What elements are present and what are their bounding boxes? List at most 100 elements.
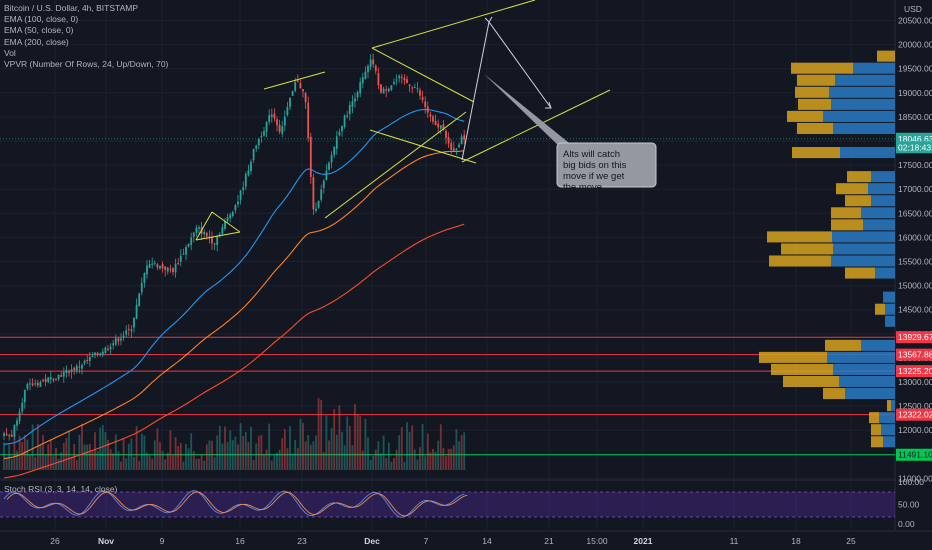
candle-body: [299, 83, 302, 89]
candle-body: [42, 380, 44, 382]
candle-body: [234, 205, 237, 211]
volume-bar: [226, 442, 229, 470]
vp-bar-up: [871, 436, 883, 448]
vp-bar-up: [847, 171, 871, 183]
price-label-bg: [896, 448, 932, 461]
candle-body: [239, 190, 242, 200]
candle-body: [348, 105, 351, 115]
volume-bar: [328, 440, 330, 470]
candle-body: [265, 121, 268, 133]
volume-bar: [398, 435, 401, 470]
candle-body: [44, 378, 47, 382]
candle-body: [8, 435, 11, 437]
candle-body: [447, 137, 450, 144]
vp-bar-up: [769, 255, 831, 267]
price-tick-label: 19500.00: [898, 64, 932, 74]
volume-bar: [198, 458, 200, 470]
candle-body: [263, 131, 265, 136]
candle-body: [60, 375, 63, 377]
volume-bar: [153, 440, 156, 470]
vp-bar-up: [845, 195, 871, 207]
volume-bar: [151, 458, 154, 470]
volume-bar: [377, 441, 380, 470]
candle-body: [117, 338, 120, 342]
candle-body: [10, 434, 13, 437]
volume-bar: [296, 447, 299, 470]
price-label-bg: [896, 331, 932, 344]
vp-bar-up: [791, 62, 853, 74]
stoch-rsi-legend[interactable]: Stoch RSI (3, 3, 14, 14, close): [4, 484, 118, 494]
flag-upper: [371, 47, 475, 103]
candle-body: [3, 433, 5, 436]
volume-bar: [112, 453, 115, 470]
candle-body: [83, 360, 86, 364]
vp-bar-up: [795, 86, 829, 98]
legend-ema-200[interactable]: EMA (200, close): [4, 36, 69, 47]
candle-body: [242, 187, 245, 191]
volume-bars: [3, 398, 466, 470]
volume-bar: [309, 444, 312, 470]
candle-body: [354, 98, 356, 102]
legend-ema-100[interactable]: EMA (100, close, 0): [4, 14, 79, 25]
volume-bar: [185, 443, 187, 470]
vp-bar-down: [845, 388, 895, 400]
volume-bar: [164, 459, 167, 470]
stoch-rsi-pane: [0, 490, 895, 518]
candle-body: [325, 170, 328, 180]
volume-bar: [16, 450, 18, 470]
volume-bar: [34, 457, 37, 470]
volume-bar: [367, 437, 369, 470]
price-tick-label: 12000.00: [898, 425, 932, 435]
volume-bar: [81, 423, 83, 470]
candle-body: [16, 420, 18, 426]
vp-bar-down: [833, 243, 895, 255]
candle-body: [101, 351, 104, 355]
time-tick-label: 2021: [634, 536, 653, 546]
candle-body: [273, 113, 276, 119]
time-axis[interactable]: 26 Nov 9 16 23 Dec 7 14 21 15:00 2021 11 18 25: [0, 530, 932, 546]
candle-body: [26, 383, 29, 389]
price-axis[interactable]: USD 20500.00 20000.00 19500.00 19000.00 18500…: [896, 0, 932, 550]
candle-body: [374, 65, 377, 72]
volume-bar: [442, 447, 445, 470]
symbol-title[interactable]: Bitcoin / U.S. Dollar, 4h, BITSTAMP: [4, 3, 138, 13]
price-label-bg: [896, 408, 932, 421]
volume-bar: [31, 424, 34, 470]
trendline-drawings[interactable]: [195, 0, 611, 241]
vp-bar-down: [839, 375, 895, 388]
candle-body: [99, 353, 102, 356]
candle-body: [237, 201, 239, 205]
volume-bar: [70, 456, 73, 470]
volume-bar: [21, 442, 24, 470]
time-tick-label: 23: [297, 536, 307, 546]
candle-body: [52, 379, 55, 381]
price-tick-label: 12500.00: [898, 401, 932, 411]
candle-body: [211, 236, 213, 244]
price-label: 12322.02: [898, 410, 932, 420]
volume-bar: [117, 451, 120, 470]
volume-bar: [216, 435, 219, 470]
candle-body: [445, 130, 447, 138]
candle-body: [153, 262, 156, 264]
candle-body: [252, 148, 255, 161]
volume-bar: [268, 423, 271, 470]
volume-bar: [317, 398, 320, 470]
volume-bar: [294, 439, 297, 470]
volume-bar: [8, 444, 11, 470]
volume-bar: [393, 458, 395, 470]
volume-bar: [265, 449, 268, 470]
volume-bar: [460, 435, 463, 470]
time-tick-label: Dec: [364, 536, 380, 546]
volume-bar: [190, 433, 193, 470]
legend-vol[interactable]: Vol: [4, 47, 16, 58]
stoch-tick-label: 0.00: [898, 519, 915, 529]
legend-ema-50[interactable]: EMA (50, close, 0): [4, 25, 74, 36]
vp-bar-down: [840, 147, 895, 159]
legend-vpvr[interactable]: VPVR (Number Of Rows, 24, Up/Down, 70): [4, 59, 169, 70]
candle-body: [302, 89, 304, 92]
vp-bar-down: [871, 195, 895, 207]
vp-bar-down: [885, 315, 895, 327]
candle-body: [224, 221, 226, 229]
